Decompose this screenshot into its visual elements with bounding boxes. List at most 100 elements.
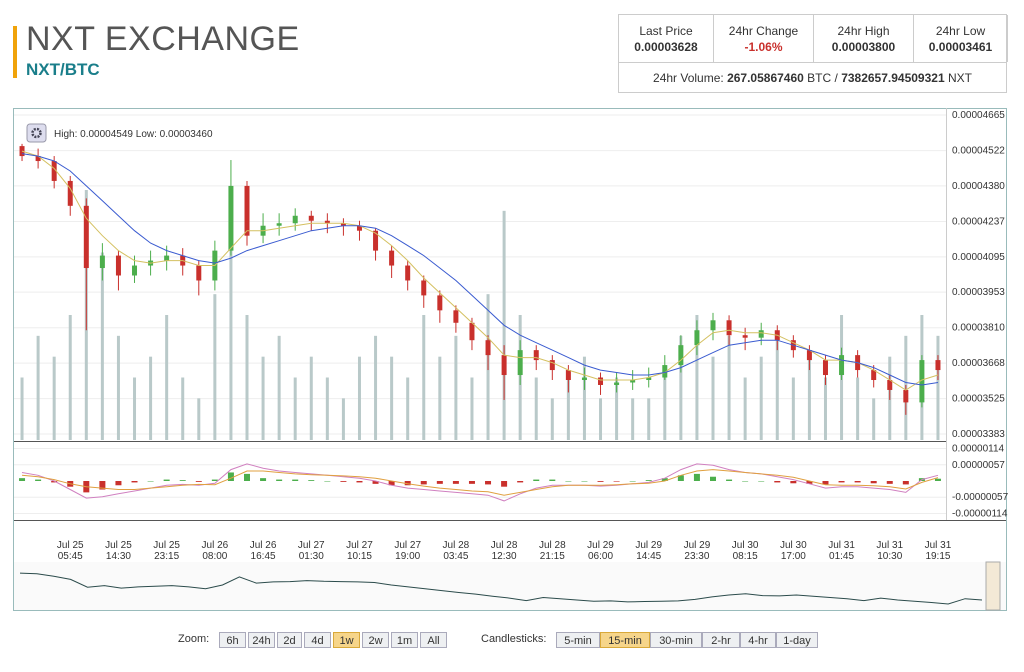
macd-histogram-bar (934, 478, 941, 481)
x-tick-date: Jul 30 (732, 540, 759, 551)
volume-bar (775, 335, 779, 440)
x-tick-label: Jul 31 01:45 (828, 540, 855, 562)
x-tick-time: 23:15 (154, 551, 179, 562)
volume-nxt: 7382657.94509321 (841, 71, 945, 85)
macd-histogram-bar (790, 481, 797, 484)
volume-bar (534, 377, 538, 440)
navigator-handle[interactable] (985, 561, 1001, 611)
y-tick-label: 0.00003953 (952, 287, 1005, 298)
volume-bar (165, 315, 169, 440)
x-tick-time: 01:45 (829, 551, 854, 562)
candle-body (35, 156, 41, 162)
x-tick-label: Jul 25 05:45 (57, 540, 84, 562)
candle-body (276, 223, 282, 226)
volume-bar (550, 398, 554, 440)
volume-bar (357, 356, 361, 440)
volume-bar (406, 377, 410, 440)
zoom-button[interactable]: 2d (277, 632, 302, 648)
macd-histogram-bar (597, 481, 604, 482)
stats-box: 24hr Volume: 267.05867460 BTC / 7382657.… (618, 14, 1008, 93)
candle-button[interactable]: 5-min (556, 632, 600, 648)
macd-histogram-bar (468, 481, 475, 484)
volume-bar (807, 356, 811, 440)
candle-body (83, 205, 89, 269)
settings-button[interactable] (26, 123, 47, 143)
x-tick-label: Jul 29 06:00 (587, 540, 614, 562)
stat-label: 24hr Low (935, 24, 986, 38)
volume-bar (582, 356, 586, 440)
macd-histogram-bar (372, 481, 379, 484)
stat-label: 24hr High (837, 24, 890, 38)
volume-bar (197, 398, 201, 440)
x-tick-time: 23:30 (684, 551, 709, 562)
x-tick-time: 12:30 (492, 551, 517, 562)
macd-histogram-bar (661, 478, 668, 481)
volume-bar (791, 377, 795, 440)
macd-histogram-bar (99, 481, 106, 490)
candle-body (919, 360, 925, 403)
x-tick-date: Jul 25 (57, 540, 84, 551)
candle-body (710, 320, 716, 331)
x-tick-time: 14:30 (106, 551, 131, 562)
candle-body (822, 360, 828, 376)
candle-body (887, 380, 893, 390)
x-tick-time: 21:15 (540, 551, 565, 562)
candle-body (806, 350, 812, 361)
high-value: 0.00004549 (80, 129, 133, 140)
macd-histogram-bar (436, 481, 443, 484)
candle-button[interactable]: 15-min (600, 632, 650, 648)
volume-bar (374, 335, 378, 440)
macd-histogram-bar (870, 481, 877, 484)
zoom-button[interactable]: 2w (362, 632, 389, 648)
zoom-button[interactable]: All (420, 632, 447, 648)
x-tick-date: Jul 26 (202, 540, 229, 551)
candle-body (405, 265, 411, 281)
macd-histogram-bar (19, 478, 26, 481)
macd-histogram-bar (260, 478, 267, 481)
zoom-button[interactable]: 24h (248, 632, 275, 648)
candle-body (51, 161, 57, 181)
volume-bar (663, 377, 667, 440)
x-tick-time: 03:45 (443, 551, 468, 562)
x-tick-label: Jul 31 19:15 (925, 540, 952, 562)
y-tick-label: 0.00003525 (952, 394, 1005, 405)
macd-histogram-bar (677, 475, 684, 481)
x-tick-label: Jul 29 23:30 (684, 540, 711, 562)
volume-bar (245, 315, 249, 440)
macd-histogram-bar (485, 481, 492, 485)
candle-button[interactable]: 30-min (650, 632, 702, 648)
stat-cell: Last Price 0.00003628 (619, 15, 714, 62)
candle-body (662, 365, 668, 378)
macd-histogram-bar (420, 481, 427, 485)
zoom-button[interactable]: 4d (304, 632, 331, 648)
macd-histogram-bar (324, 481, 331, 482)
x-tick-time: 01:30 (299, 551, 324, 562)
candle-button[interactable]: 1-day (776, 632, 818, 648)
y-tick-label: 0.00004237 (952, 216, 1005, 227)
candle-body (421, 280, 427, 296)
chart: High: 0.00004549 Low: 0.00003460 0.00003… (13, 108, 1009, 611)
zoom-button[interactable]: 6h (219, 632, 246, 648)
macd-line (21, 463, 939, 502)
volume-bar (823, 377, 827, 440)
macd-histogram-bar (35, 479, 42, 481)
macd-histogram-bar (565, 481, 572, 482)
candle-button[interactable]: 4-hr (740, 632, 776, 648)
macd-histogram-bar (629, 481, 636, 482)
y-tick-label: -0.00000114 (952, 508, 1008, 519)
macd-histogram-bar (710, 476, 716, 481)
candle-body (678, 345, 684, 366)
volume-bar (470, 377, 474, 440)
zoom-button[interactable]: 1w (333, 632, 360, 648)
macd-histogram-bar (276, 479, 283, 481)
zoom-button[interactable]: 1m (391, 632, 418, 648)
candle-body (903, 389, 909, 403)
macd-histogram-bar (902, 481, 909, 485)
x-tick-date: Jul 28 (491, 540, 518, 551)
candle-button[interactable]: 2-hr (702, 632, 740, 648)
volume-bar (293, 377, 297, 440)
macd-histogram-bar (147, 481, 154, 482)
low-label: Low: (136, 129, 157, 140)
volume-bar (872, 398, 876, 440)
